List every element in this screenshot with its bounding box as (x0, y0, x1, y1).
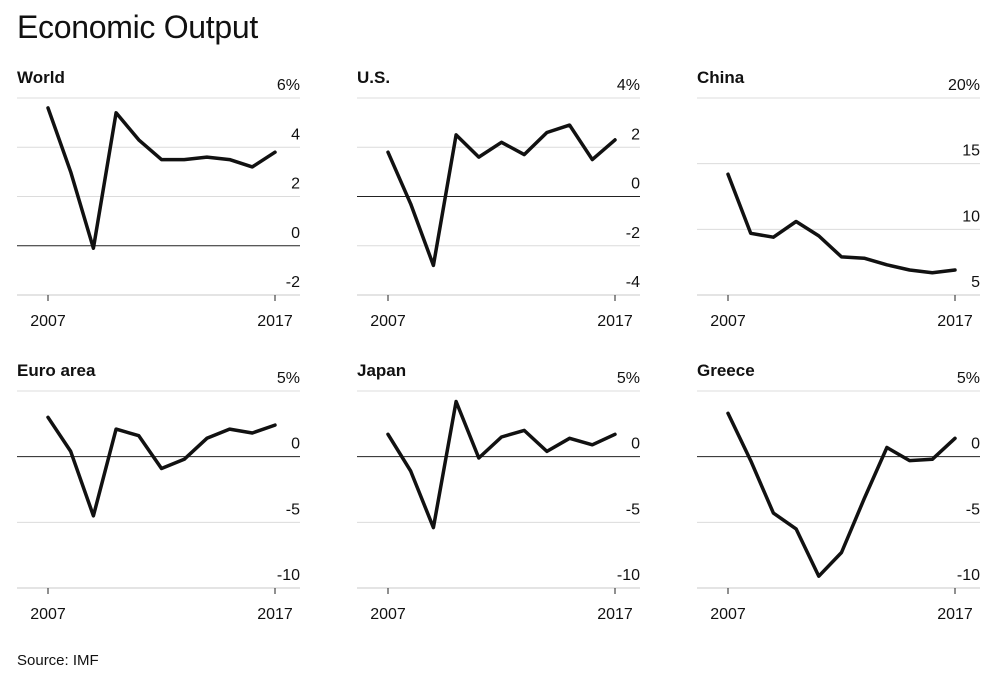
y-tick-label: 5% (617, 370, 640, 387)
y-tick-label: 2 (291, 176, 300, 193)
y-tick-label: -5 (966, 501, 980, 518)
y-tick-label: -5 (626, 501, 640, 518)
y-tick-label: 5% (277, 370, 300, 387)
x-tick-label: 2017 (257, 606, 293, 623)
chart-panel-japan: Japan -10 -5 0 5% 2007 2017 (357, 361, 657, 631)
y-tick-label: 0 (631, 436, 640, 453)
y-tick-label: 2 (631, 126, 640, 143)
y-tick-label: 5 (971, 274, 980, 291)
y-tick-label: -10 (957, 567, 980, 584)
x-tick-label: 2017 (597, 606, 633, 623)
x-tick-label: 2017 (937, 606, 973, 623)
y-tick-label: -10 (617, 567, 640, 584)
chart-svg-greece: -10 -5 0 5% 2007 2017 (697, 370, 980, 623)
x-tick-label: 2007 (370, 606, 406, 623)
y-tick-label: -10 (277, 567, 300, 584)
x-tick-label: 2007 (710, 606, 746, 623)
series-line-euro-area (46, 415, 277, 518)
y-tick-label: 20% (948, 77, 980, 94)
chart-svg-japan: -10 -5 0 5% 2007 2017 (357, 370, 640, 623)
chart-title-world: World (17, 68, 65, 87)
y-tick-label: -5 (286, 501, 300, 518)
y-tick-label: 10 (962, 208, 980, 225)
chart-panel-world: World -2 0 2 4 6% 2007 2017 (17, 68, 317, 338)
y-tick-label: 5% (957, 370, 980, 387)
chart-svg-china: 5 10 15 20% 2007 2017 (697, 77, 980, 330)
y-tick-label: -4 (626, 274, 640, 291)
series-line-world (46, 106, 277, 250)
x-tick-label: 2007 (710, 313, 746, 330)
chart-title-japan: Japan (357, 361, 407, 380)
y-tick-label: 0 (291, 225, 300, 242)
chart-svg-euro-area: -10 -5 0 5% 2007 2017 (17, 370, 300, 623)
y-tick-label: 4 (291, 126, 300, 143)
y-tick-label: -2 (286, 274, 300, 291)
y-tick-label: 0 (631, 176, 640, 193)
y-tick-label: 0 (971, 436, 980, 453)
x-tick-label: 2017 (257, 313, 293, 330)
chart-title-u-s: U.S. (357, 68, 391, 87)
x-tick-label: 2007 (370, 313, 406, 330)
y-tick-label: 4% (617, 77, 640, 94)
chart-title-euro-area: Euro area (17, 361, 96, 380)
page-title: Economic Output (17, 9, 258, 45)
y-tick-label: 0 (291, 436, 300, 453)
chart-svg-world: -2 0 2 4 6% 2007 2017 (17, 77, 300, 330)
chart-panel-greece: Greece -10 -5 0 5% 2007 2017 (697, 361, 997, 631)
chart-title-greece: Greece (697, 361, 755, 380)
y-tick-label: 15 (962, 143, 980, 160)
chart-panel-china: China 5 10 15 20% 2007 2017 (697, 68, 997, 338)
series-line-china (726, 172, 957, 275)
x-tick-label: 2017 (937, 313, 973, 330)
chart-panel-euro-area: Euro area -10 -5 0 5% 2007 2017 (17, 361, 317, 631)
chart-panel-u-s: U.S. -4 -2 0 2 4% 2007 2017 (357, 68, 657, 338)
series-line-u-s (386, 123, 617, 268)
source-note: Source: IMF (17, 652, 99, 669)
x-tick-label: 2017 (597, 313, 633, 330)
series-line-greece (726, 411, 957, 578)
chart-svg-u-s: -4 -2 0 2 4% 2007 2017 (357, 77, 640, 330)
chart-title-china: China (697, 68, 745, 87)
x-tick-label: 2007 (30, 313, 66, 330)
y-tick-label: -2 (626, 225, 640, 242)
series-line-japan (386, 399, 617, 530)
y-tick-label: 6% (277, 77, 300, 94)
x-tick-label: 2007 (30, 606, 66, 623)
